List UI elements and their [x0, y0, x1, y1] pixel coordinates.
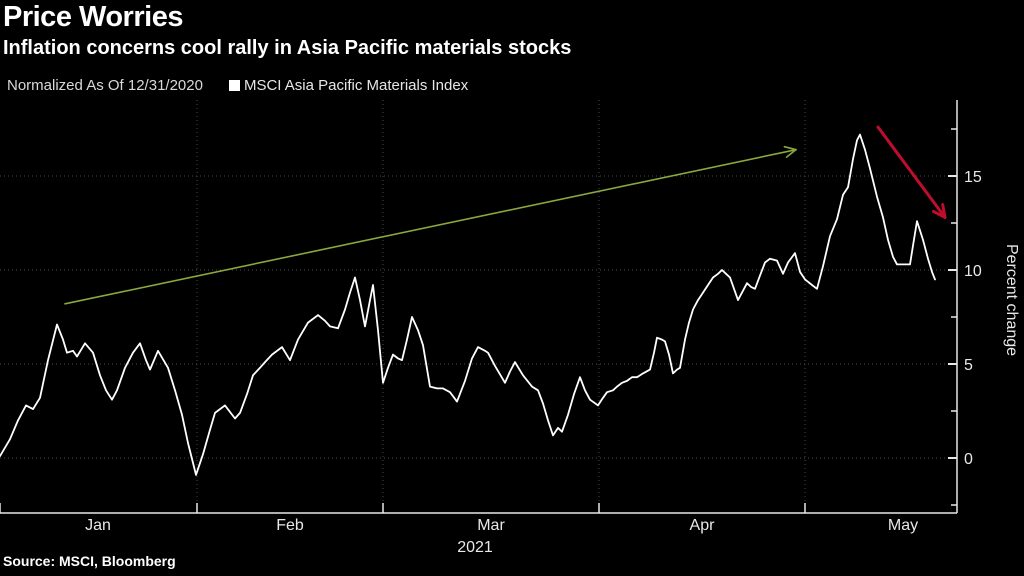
x-axis-month-label: Feb	[276, 517, 304, 534]
legend-series-entry: MSCI Asia Pacific Materials Index	[228, 77, 469, 94]
uptrend-arrow	[64, 148, 797, 305]
page-title: Price Worries	[3, 1, 183, 33]
trend-arrows	[64, 125, 947, 305]
uptrend-arrow-head	[783, 145, 797, 151]
x-axis-month-label: Apr	[690, 517, 716, 534]
page-subtitle: Inflation concerns cool rally in Asia Pa…	[3, 37, 572, 59]
y-axis-value-label: 15	[964, 169, 982, 186]
y-axis-value-label: 0	[964, 451, 973, 468]
y-axis-value-label: 10	[964, 263, 982, 280]
legend-normalized-note: Normalized As Of 12/31/2020	[7, 77, 203, 94]
y-axis-title: Percent change	[1003, 244, 1020, 356]
axis-labels: 2021 Percent change Jan Feb Mar Apr May 0 5 10 1…	[85, 169, 1020, 556]
downtrend-arrow-head	[941, 203, 947, 219]
x-axis-year-label: 2021	[457, 539, 493, 556]
axes	[0, 100, 958, 514]
gridlines	[0, 100, 957, 513]
x-axis-month-label: May	[888, 517, 918, 534]
legend: Normalized As Of 12/31/2020 MSCI Asia Pa…	[7, 77, 468, 94]
legend-swatch-icon	[228, 80, 240, 91]
y-axis-value-label: 5	[964, 357, 973, 374]
source-attribution: Source: MSCI, Bloomberg	[3, 553, 176, 569]
downtrend-arrow	[876, 125, 947, 219]
price-series	[0, 133, 936, 476]
price-line	[0, 133, 936, 476]
x-axis-month-label: Mar	[477, 517, 505, 534]
legend-series-label: MSCI Asia Pacific Materials Index	[243, 77, 469, 94]
x-axis-month-label: Jan	[85, 517, 111, 534]
downtrend-arrow-head	[931, 209, 947, 219]
uptrend-arrow-head	[785, 148, 797, 158]
